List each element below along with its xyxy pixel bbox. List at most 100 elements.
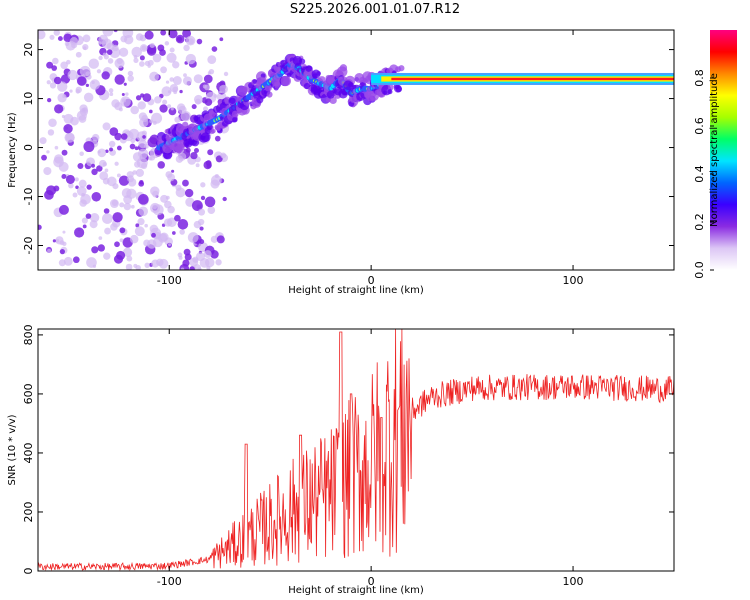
noise-blob [144, 262, 150, 268]
noise-blob [149, 42, 155, 49]
noise-blob [195, 163, 200, 168]
noise-blob [38, 30, 46, 40]
noise-blob [204, 196, 216, 208]
noise-blob [137, 148, 149, 159]
noise-blob [135, 168, 144, 177]
noise-blob [152, 120, 157, 125]
noise-blob [168, 107, 177, 116]
noise-blob [52, 239, 56, 243]
noise-blob [129, 234, 139, 244]
track-halo-blob [395, 66, 402, 73]
noise-blob [133, 57, 139, 64]
noise-blob [142, 135, 146, 139]
track-halo-blob [211, 129, 216, 134]
noise-blob [121, 92, 125, 96]
noise-blob [72, 192, 78, 198]
noise-blob [195, 252, 206, 262]
noise-blob [102, 213, 113, 224]
noise-blob [91, 246, 99, 254]
noise-blob [149, 71, 160, 82]
track-halo-blob [232, 116, 238, 123]
noise-blob [63, 33, 72, 43]
noise-blob [75, 89, 81, 94]
carrier-band-red [391, 77, 674, 81]
track-halo-blob [266, 91, 273, 98]
noise-blob [187, 232, 199, 243]
noise-blob [130, 105, 139, 115]
noise-blob [108, 88, 114, 93]
noise-blob [182, 76, 192, 86]
noise-blob [109, 147, 113, 152]
noise-blob [114, 241, 120, 248]
noise-blob [58, 161, 69, 172]
noise-blob [103, 252, 111, 260]
noise-blob [139, 55, 145, 61]
track-halo-blob [325, 97, 331, 103]
track-halo-blob [252, 79, 258, 84]
noise-blob [116, 173, 121, 178]
noise-blob [46, 80, 51, 85]
noise-blob [160, 30, 167, 36]
noise-blob [185, 53, 197, 65]
noise-blob [130, 204, 135, 209]
spectrogram-blobs [38, 30, 674, 270]
noise-blob [135, 223, 140, 228]
noise-blob [168, 243, 172, 247]
noise-blob [165, 80, 170, 84]
noise-blob [133, 263, 138, 268]
noise-blob [167, 205, 175, 214]
track-halo-blob [164, 129, 170, 134]
noise-blob [159, 232, 169, 242]
noise-blob [59, 248, 65, 255]
noise-blob [82, 224, 87, 229]
snr-y-axis-title: SNR (10 * v/v) [7, 414, 18, 485]
noise-blob [114, 161, 119, 166]
noise-blob [107, 58, 114, 64]
y-tick-label: 0 [22, 568, 35, 575]
noise-blob [149, 119, 154, 124]
noise-blob [179, 89, 183, 94]
noise-blob [49, 34, 55, 40]
noise-blob [220, 152, 227, 159]
track-halo-blob [312, 73, 318, 79]
noise-blob [54, 104, 64, 114]
noise-blob [144, 30, 154, 40]
noise-blob [185, 147, 191, 153]
noise-blob [137, 218, 145, 226]
noise-blob [135, 33, 144, 41]
track-halo-blob [387, 84, 394, 91]
spectrogram-y-axis-title: Frequency (Hz) [7, 112, 18, 188]
noise-blob [89, 220, 98, 229]
noise-blob [172, 231, 176, 235]
noise-blob [178, 105, 187, 115]
noise-blob [199, 239, 205, 245]
noise-blob [91, 168, 98, 176]
noise-blob [127, 70, 134, 77]
noise-blob [160, 194, 169, 203]
noise-blob [152, 190, 159, 198]
track-halo-blob [274, 81, 280, 87]
noise-blob [170, 107, 174, 111]
noise-blob [182, 259, 190, 267]
noise-blob [96, 165, 103, 172]
track-halo-blob [200, 132, 211, 143]
noise-blob [130, 138, 136, 144]
noise-blob [182, 30, 192, 38]
noise-blob [122, 247, 133, 257]
noise-blob [216, 235, 225, 244]
noise-blob [41, 154, 47, 161]
noise-blob [98, 34, 109, 45]
noise-blob [57, 81, 68, 92]
noise-blob [81, 217, 88, 224]
noise-blob [51, 65, 58, 71]
noise-blob [126, 188, 137, 199]
noise-blob [191, 200, 203, 211]
x-tick-label: 100 [563, 274, 584, 287]
colorbar-tick-label: 0.8 [693, 69, 706, 87]
noise-blob [58, 259, 66, 267]
noise-blob [116, 250, 126, 260]
noise-blob [193, 220, 202, 229]
noise-blob [189, 266, 195, 270]
track-halo-blob [231, 110, 239, 118]
noise-blob [204, 257, 215, 268]
